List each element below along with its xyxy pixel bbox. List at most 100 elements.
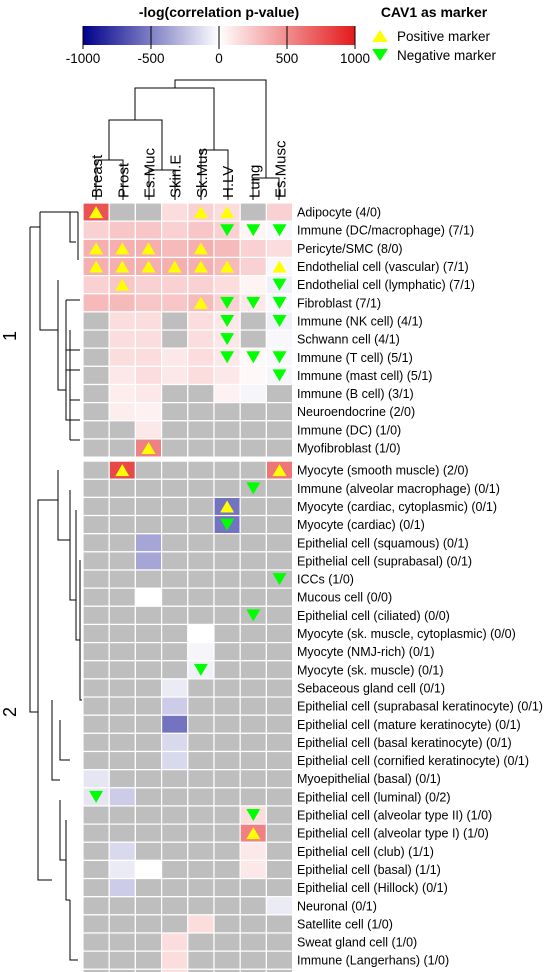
heatmap-cell [134, 605, 163, 626]
heatmap-cell [161, 732, 189, 753]
heatmap-cell [108, 329, 136, 349]
heatmap-cell [161, 641, 189, 662]
heatmap-cell [108, 605, 136, 626]
heatmap-cell [134, 859, 163, 880]
row-label: Epithelial cell (alveolar type II) (1/0) [297, 809, 492, 823]
heatmap-cell [108, 914, 136, 934]
heatmap-cell [134, 805, 163, 825]
row-label: Epithelial cell (mature keratinocyte) (0… [297, 718, 521, 732]
row-label: Sebaceous gland cell (0/1) [297, 681, 445, 695]
column-label: Sk.Mus [194, 148, 211, 198]
heatmap-cell [265, 823, 294, 843]
heatmap-cell [213, 877, 241, 898]
heatmap-cell [187, 551, 215, 571]
heatmap-cell [187, 678, 215, 698]
positive-marker-icon [167, 260, 182, 273]
heatmap-cell [134, 275, 163, 295]
heatmap-cell [265, 496, 294, 517]
row-label: Satellite cell (1/0) [297, 917, 393, 931]
heatmap-cell [161, 896, 189, 916]
heatmap-cell [82, 696, 110, 716]
heatmap-cell [161, 478, 189, 498]
heatmap-cell [82, 496, 110, 517]
row-label: Epithelial cell (basal keratinocyte) (0/… [297, 736, 512, 750]
heatmap-cell [108, 496, 136, 517]
heatmap-cell [108, 696, 136, 716]
marker-symbols [89, 206, 287, 840]
negative-marker-icon [272, 278, 287, 291]
heatmap-cell [213, 641, 241, 662]
colorbar-tick-label: 500 [276, 51, 299, 66]
heatmap-cell [134, 365, 163, 386]
negative-marker-icon [246, 482, 261, 495]
positive-marker-icon [193, 206, 208, 219]
heatmap-cell [82, 750, 110, 771]
heatmap-cell [134, 311, 163, 331]
cluster-label-1: 1 [0, 331, 20, 341]
heatmap-cell [134, 329, 163, 349]
heatmap-cell [134, 383, 163, 404]
heatmap-cell [82, 514, 110, 535]
heatmap-cell [108, 438, 136, 458]
heatmap-cell [239, 769, 267, 789]
heatmap-cell [134, 623, 163, 644]
heatmap-cell [82, 365, 110, 386]
heatmap-cell [187, 496, 215, 517]
heatmap-cell [213, 402, 241, 422]
heatmap-cell [187, 714, 215, 734]
heatmap-cell [187, 623, 215, 644]
heatmap-cell [213, 678, 241, 698]
row-label: Epithelial cell (basal) (1/1) [297, 863, 441, 877]
heatmap-cell [108, 823, 136, 843]
heatmap-cell [239, 551, 267, 571]
heatmap-cell [161, 202, 189, 222]
negative-marker-icon [272, 296, 287, 309]
positive-marker-icon [220, 206, 235, 219]
row-label: Myocyte (NMJ-rich) (0/1) [297, 645, 435, 659]
heatmap-cell [108, 623, 136, 644]
heatmap-cell [213, 420, 241, 440]
row-label: Schwann cell (4/1) [297, 333, 400, 347]
heatmap-cell [213, 896, 241, 916]
heatmap-cell [239, 787, 267, 807]
heatmap-cell [265, 968, 294, 972]
heatmap-cell [161, 805, 189, 825]
heatmap-cell [108, 932, 136, 952]
heatmap-cell [187, 805, 215, 825]
heatmap-cell [265, 605, 294, 626]
heatmap-cell [108, 950, 136, 970]
heatmap-cell [239, 859, 267, 880]
negative-marker-icon [220, 333, 235, 346]
negative-marker-icon [272, 351, 287, 364]
positive-marker-icon [246, 827, 261, 840]
heatmap-cell [213, 823, 241, 843]
row-label: Epithelial cell (Hillock) (0/1) [297, 881, 448, 895]
negative-marker-icon [272, 314, 287, 327]
heatmap-cell [134, 750, 163, 771]
heatmap-cell [161, 587, 189, 607]
heatmap-cell [187, 460, 215, 480]
heatmap-cell [134, 823, 163, 843]
row-label: Myocyte (sk. muscle) (0/1) [297, 663, 444, 677]
row-label: Myocyte (smooth muscle) (2/0) [297, 464, 469, 478]
legend-negative-marker-icon [372, 49, 388, 61]
heatmap-cell [134, 587, 163, 607]
heatmap-cell [161, 293, 189, 313]
heatmap-cell [161, 823, 189, 843]
negative-marker-icon [220, 518, 235, 531]
heatmap-cell [108, 805, 136, 825]
heatmap-cell [161, 877, 189, 898]
heatmap-cell [108, 714, 136, 734]
heatmap-cell [239, 256, 267, 277]
colorbar-tick-label: -1000 [66, 51, 101, 66]
heatmap-cell [213, 841, 241, 861]
heatmap-cell [161, 438, 189, 458]
heatmap-cell [108, 641, 136, 662]
heatmap-cell [239, 678, 267, 698]
heatmap-cell [213, 968, 241, 972]
row-label: Immune (Langerhans) (1/0) [297, 954, 449, 968]
heatmap-cell [134, 787, 163, 807]
colorbar-tick-label: 1000 [340, 51, 370, 66]
heatmap-cell [265, 420, 294, 440]
column-label: Es.Musc [273, 140, 290, 198]
